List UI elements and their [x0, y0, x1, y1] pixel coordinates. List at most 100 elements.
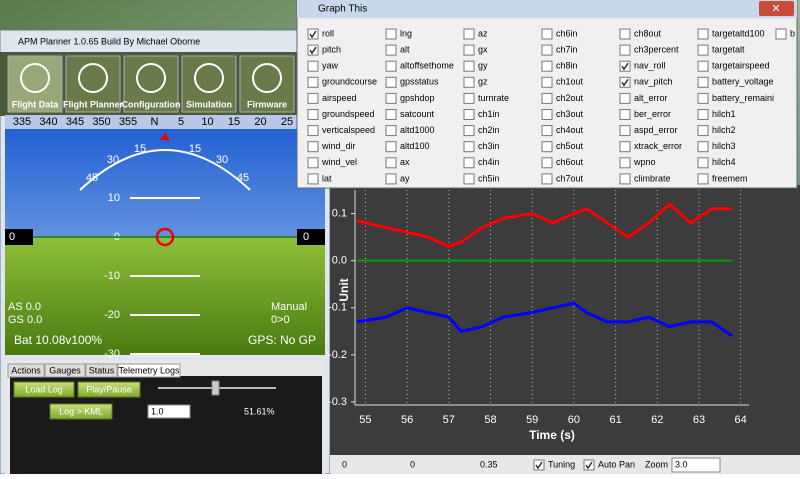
checkbox[interactable]: [619, 60, 631, 72]
series-option-label: targetaltd100: [712, 28, 765, 38]
checkbox[interactable]: [385, 44, 397, 56]
checkbox[interactable]: [463, 109, 475, 120]
checkbox[interactable]: [463, 28, 475, 40]
checkbox[interactable]: [385, 60, 397, 72]
checkbox[interactable]: [385, 173, 397, 185]
checkbox[interactable]: [697, 92, 709, 104]
checkbox[interactable]: [541, 173, 553, 185]
checkbox[interactable]: [697, 28, 709, 40]
checkbox[interactable]: [463, 173, 475, 185]
checkbox[interactable]: [385, 28, 397, 40]
checkbox[interactable]: [697, 141, 709, 153]
checkbox[interactable]: [463, 44, 475, 56]
checkbox[interactable]: [541, 60, 553, 72]
checkbox[interactable]: [463, 92, 475, 104]
x-tick-label: 57: [443, 414, 455, 426]
checkbox[interactable]: [385, 125, 397, 137]
toolbar-button[interactable]: [7, 55, 63, 113]
checkbox[interactable]: [463, 125, 475, 137]
checkbox[interactable]: [541, 28, 553, 40]
checkbox[interactable]: [307, 76, 319, 88]
log-button[interactable]: [77, 381, 141, 398]
status-value: 0: [342, 459, 347, 469]
checkbox[interactable]: [541, 157, 553, 169]
checkbox[interactable]: [697, 60, 709, 72]
checkbox[interactable]: [619, 92, 631, 104]
checkbox[interactable]: [463, 60, 475, 72]
toolbar-button[interactable]: [123, 55, 179, 113]
checkbox[interactable]: [307, 28, 319, 40]
checkbox[interactable]: [541, 76, 553, 88]
checkbox[interactable]: [541, 109, 553, 120]
y-tick-label: -0.3: [328, 396, 347, 408]
speed-slider-thumb[interactable]: [211, 380, 220, 396]
checkbox[interactable]: [583, 459, 595, 471]
tab[interactable]: [117, 363, 181, 378]
checkbox[interactable]: [307, 60, 319, 72]
toolbar-button[interactable]: [239, 55, 295, 113]
series-option-label: altd1000: [400, 125, 435, 135]
heading-label: 345: [66, 116, 84, 128]
toolbar-button[interactable]: [65, 55, 121, 113]
checkbox[interactable]: [385, 76, 397, 88]
status-value: 0: [410, 459, 415, 469]
close-button[interactable]: [759, 1, 794, 16]
waypoint: 0>0: [271, 314, 290, 326]
checkbox[interactable]: [307, 157, 319, 169]
checkbox[interactable]: [307, 44, 319, 56]
checkbox[interactable]: [307, 141, 319, 153]
checkbox[interactable]: [385, 92, 397, 104]
tab-label: Actions: [11, 365, 41, 375]
checkbox[interactable]: [619, 28, 631, 40]
zoom-label: Zoom: [645, 459, 668, 469]
checkbox[interactable]: [619, 141, 631, 153]
checkbox[interactable]: [307, 125, 319, 137]
series-option-label: hilch4: [712, 157, 736, 167]
checkbox[interactable]: [697, 76, 709, 88]
checkbox[interactable]: [307, 173, 319, 185]
tab[interactable]: [44, 363, 86, 378]
log-button[interactable]: [49, 403, 113, 420]
checkbox[interactable]: [541, 141, 553, 153]
left-indicator: 0: [9, 231, 15, 243]
checkbox[interactable]: [541, 44, 553, 56]
checkbox[interactable]: [307, 92, 319, 104]
checkbox[interactable]: [697, 157, 709, 169]
checkbox[interactable]: [619, 76, 631, 88]
checkbox[interactable]: [385, 141, 397, 153]
checkbox[interactable]: [775, 28, 787, 40]
checkbox[interactable]: [463, 76, 475, 88]
checkbox[interactable]: [697, 44, 709, 56]
checkbox[interactable]: [533, 459, 545, 471]
checkbox[interactable]: [697, 173, 709, 185]
log-button[interactable]: [13, 381, 75, 398]
close-icon[interactable]: ✕: [771, 3, 780, 15]
toolbar-button[interactable]: [181, 55, 237, 113]
right-indicator: 0: [303, 231, 309, 243]
series-option-label: ch2out: [556, 93, 584, 103]
checkbox[interactable]: [541, 92, 553, 104]
zoom-input[interactable]: [671, 457, 721, 473]
tab[interactable]: [85, 363, 118, 378]
checkbox[interactable]: [307, 109, 319, 120]
checkbox[interactable]: [619, 44, 631, 56]
checkbox[interactable]: [697, 109, 709, 120]
checkbox[interactable]: [619, 173, 631, 185]
series-option-label: ch3out: [556, 109, 584, 119]
checkbox[interactable]: [697, 125, 709, 137]
checkbox[interactable]: [619, 109, 631, 120]
checkbox[interactable]: [541, 125, 553, 137]
series-option-label: hilch1: [712, 109, 736, 119]
x-axis-title: Time (s): [529, 428, 575, 442]
checkbox[interactable]: [385, 157, 397, 169]
tab[interactable]: [7, 363, 45, 378]
checkbox[interactable]: [619, 157, 631, 169]
series-option-label: ch5in: [478, 173, 500, 183]
speed-input[interactable]: [147, 404, 191, 419]
series-option-label: lng: [400, 28, 412, 38]
checkbox[interactable]: [463, 157, 475, 169]
checkbox[interactable]: [619, 125, 631, 137]
checkbox[interactable]: [463, 141, 475, 153]
checkbox[interactable]: [385, 109, 397, 120]
series-option-label: nav_pitch: [634, 77, 673, 87]
